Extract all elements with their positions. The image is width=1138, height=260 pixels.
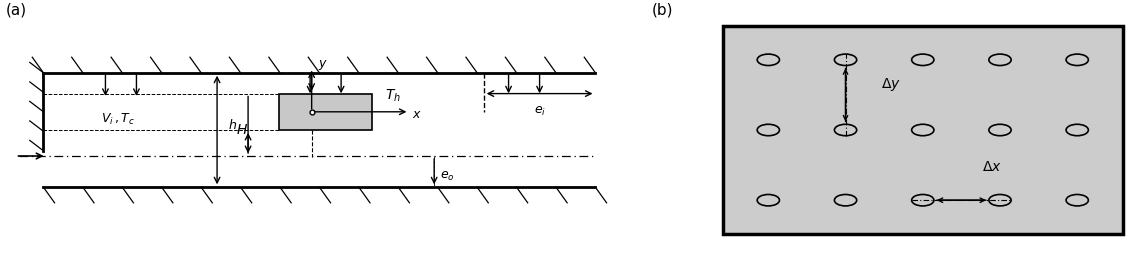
Text: $V_i\,,T_c$: $V_i\,,T_c$ [101,112,135,127]
Text: $\Delta y$: $\Delta y$ [881,76,901,93]
Text: $e_o$: $e_o$ [440,170,455,183]
Bar [279,94,372,130]
Text: $h$: $h$ [228,118,237,132]
Text: $e_i$: $e_i$ [534,105,545,118]
Text: $\Delta x$: $\Delta x$ [982,160,1001,174]
Text: $T_h$: $T_h$ [385,88,401,105]
Text: $y$: $y$ [318,58,328,72]
Bar [723,26,1123,234]
Text: $H$: $H$ [236,123,248,137]
Text: $x$: $x$ [412,108,422,121]
Text: (a): (a) [6,3,27,18]
Text: (b): (b) [652,3,674,18]
